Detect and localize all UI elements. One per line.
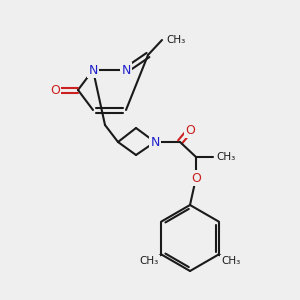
Text: N: N — [150, 136, 160, 148]
Text: O: O — [191, 172, 201, 184]
Text: N: N — [88, 64, 98, 76]
Text: CH₃: CH₃ — [221, 256, 240, 266]
Text: CH₃: CH₃ — [140, 256, 159, 266]
Text: N: N — [121, 64, 131, 76]
Text: CH₃: CH₃ — [216, 152, 235, 162]
Text: O: O — [185, 124, 195, 136]
Text: CH₃: CH₃ — [166, 35, 185, 45]
Text: O: O — [50, 83, 60, 97]
